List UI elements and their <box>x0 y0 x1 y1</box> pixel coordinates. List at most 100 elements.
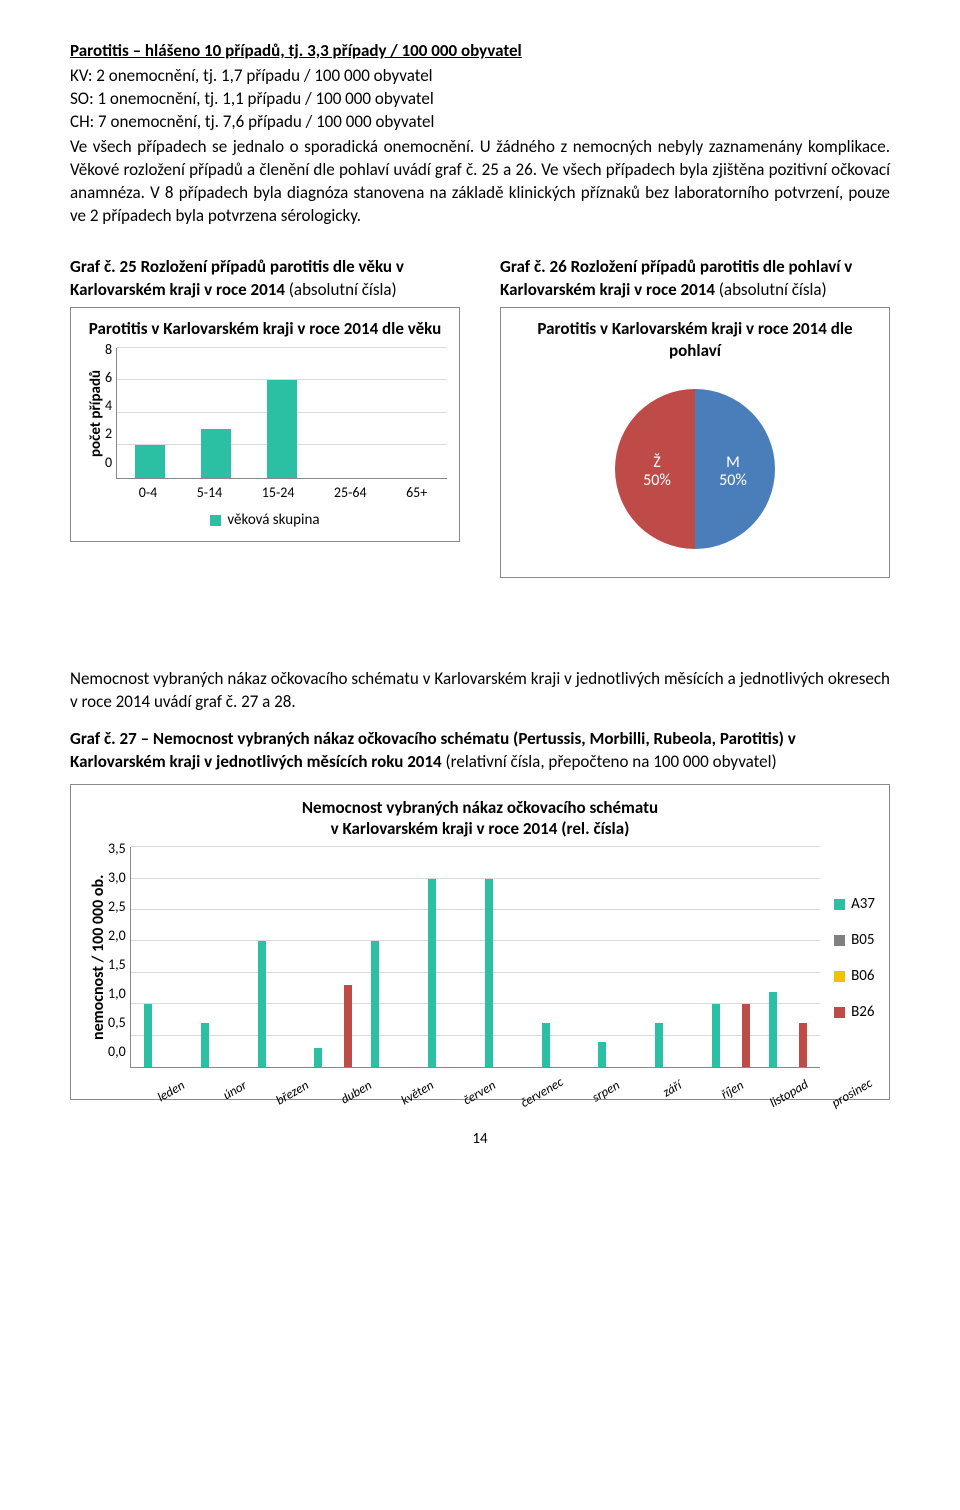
graf27-ytick: 0,5 <box>108 1014 126 1031</box>
graf25-bar <box>201 429 231 478</box>
graf27-caption: Graf č. 27 – Nemocnost vybraných nákaz o… <box>70 728 890 774</box>
graf27-month-group <box>201 1023 239 1067</box>
graf27-month-group <box>428 879 466 1068</box>
graf27-xlabel: říjen <box>705 1078 747 1111</box>
graf27-month-group <box>371 941 409 1067</box>
graf25-yticks: 86420 <box>105 341 116 471</box>
graf27-xlabel: leden <box>145 1078 187 1111</box>
graf25-ytick: 2 <box>105 425 112 442</box>
so-line: SO: 1 onemocnění, tj. 1,1 případu / 100 … <box>70 88 890 111</box>
graf25-bar <box>267 380 297 478</box>
graf27-bar <box>742 1004 750 1067</box>
legend-swatch <box>834 935 845 946</box>
graf27-bar <box>314 1048 322 1067</box>
graf27-bar <box>769 992 777 1067</box>
pie-label: Ž <box>653 453 661 472</box>
graf26-title: Parotitis v Karlovarském kraji v roce 20… <box>513 318 877 361</box>
graf27-ytick: 3,0 <box>108 869 126 886</box>
legend-label: B05 <box>851 931 874 949</box>
legend-label: B06 <box>851 967 874 985</box>
graf27-month-group <box>712 1004 750 1067</box>
graf25-ylabel: počet případů <box>83 348 105 478</box>
graf27-bar <box>428 879 436 1068</box>
pie-label: 50% <box>719 471 747 490</box>
legend-swatch <box>834 899 845 910</box>
graf27-ylabel: nemocnost / 100 000 ob. <box>85 847 108 1068</box>
paragraph-1: Ve všech případech se jednalo o sporadic… <box>70 136 890 228</box>
graf27-title-l2: v Karlovarském kraji v roce 2014 (rel. č… <box>331 818 630 839</box>
graf25-title: Parotitis v Karlovarském kraji v roce 20… <box>83 318 447 339</box>
graf27-xlabel: únor <box>208 1078 250 1111</box>
graf25-xlabel: 25-64 <box>334 484 367 501</box>
graf25-bar <box>135 445 165 478</box>
graf27-plot <box>130 847 820 1068</box>
graf25-column: Graf č. 25 Rozložení případů parotitis d… <box>70 256 460 578</box>
graf27-month-group <box>598 1042 636 1067</box>
graf27-bar <box>655 1023 663 1067</box>
section-heading: Parotitis – hlášeno 10 případů, tj. 3,3 … <box>70 40 890 61</box>
graf25-plot <box>116 348 447 479</box>
graf25-ytick: 8 <box>105 341 112 358</box>
graf25-ytick: 6 <box>105 369 112 386</box>
graf27-bar <box>344 985 352 1067</box>
graf25-xlabel: 15-24 <box>262 484 295 501</box>
graf26-piewrap: Ž50%M50% <box>513 369 877 565</box>
graf25-ytick: 4 <box>105 397 112 414</box>
legend-swatch <box>834 971 845 982</box>
graf27-bar <box>598 1042 606 1067</box>
graf27-bar <box>144 1004 152 1067</box>
page: Parotitis – hlášeno 10 případů, tj. 3,3 … <box>0 0 960 1168</box>
graf25-caption-plain: (absolutní čísla) <box>285 279 397 300</box>
graf25-barchart: počet případů 86420 <box>83 348 447 478</box>
graf27-bar <box>485 879 493 1068</box>
graf25-legend-swatch <box>210 515 221 526</box>
graf25-caption: Graf č. 25 Rozložení případů parotitis d… <box>70 256 460 302</box>
page-number: 14 <box>70 1130 890 1148</box>
graf27-xlabel: březen <box>270 1078 312 1111</box>
graf27-title: Nemocnost vybraných nákaz očkovacího sch… <box>85 797 875 840</box>
graf27-month-group <box>542 1023 580 1067</box>
graf27-ytick: 0,0 <box>108 1043 126 1060</box>
paragraph-2: Nemocnost vybraných nákaz očkovacího sch… <box>70 668 890 714</box>
graf27-xlabel: srpen <box>581 1078 623 1111</box>
graf27-yticks: 3,53,02,52,01,51,00,50,0 <box>108 840 130 1060</box>
graf26-caption-plain: (absolutní čísla) <box>715 279 827 300</box>
graf27-legend-item: B05 <box>834 931 875 949</box>
graf27-month-group <box>258 941 296 1067</box>
graf27-legend-item: B06 <box>834 967 875 985</box>
graf27-month-group <box>314 985 352 1067</box>
graf27-legend: A37 B05 B06 B26 <box>820 847 875 1068</box>
graf27-month-group <box>144 1004 182 1067</box>
graf25-xlabels: 0-45-1415-2425-6465+ <box>119 484 447 501</box>
graf27-ytick: 2,5 <box>108 898 126 915</box>
graf27-xlabels: ledenúnorbřezendubenkvětenčervenčervenec… <box>129 1078 875 1093</box>
graf27-ytick: 1,5 <box>108 956 126 973</box>
graf27-bar <box>712 1004 720 1067</box>
graf27-ytick: 1,0 <box>108 985 126 1002</box>
graf27-ytick: 2,0 <box>108 927 126 944</box>
graf25-xlabel: 0-4 <box>139 484 157 501</box>
graf26-chartbox: Parotitis v Karlovarském kraji v roce 20… <box>500 307 890 578</box>
graf27-bar <box>799 1023 807 1067</box>
graf25-legend: věková skupina <box>83 511 447 529</box>
legend-label: B26 <box>851 1003 874 1021</box>
graf25-chartbox: Parotitis v Karlovarském kraji v roce 20… <box>70 307 460 541</box>
graf25-xlabel: 5-14 <box>197 484 223 501</box>
graf25-legend-label: věková skupina <box>227 511 319 529</box>
graf27-caption-plain: (relativní čísla, přepočteno na 100 000 … <box>442 751 777 772</box>
legend-label: A37 <box>851 895 875 913</box>
graf27-chartbox: Nemocnost vybraných nákaz očkovacího sch… <box>70 784 890 1101</box>
kv-line: KV: 2 onemocnění, tj. 1,7 případu / 100 … <box>70 65 890 88</box>
graf27-xlabel: listopad <box>767 1078 809 1111</box>
graf27-title-l1: Nemocnost vybraných nákaz očkovacího sch… <box>302 797 658 818</box>
graf27-month-group <box>655 1023 693 1067</box>
graf27-xlabel: září <box>643 1078 685 1111</box>
graf26-pie-svg: Ž50%M50% <box>585 379 805 559</box>
ch-line: CH: 7 onemocnění, tj. 7,6 případu / 100 … <box>70 111 890 134</box>
graf27-month-group <box>769 992 807 1067</box>
graf27-month-group <box>485 879 523 1068</box>
graf27-bar <box>258 941 266 1067</box>
graf27-body: nemocnost / 100 000 ob. 3,53,02,52,01,51… <box>85 847 875 1068</box>
graf27-xlabel: květen <box>394 1078 436 1111</box>
graf27-legend-item: B26 <box>834 1003 875 1021</box>
